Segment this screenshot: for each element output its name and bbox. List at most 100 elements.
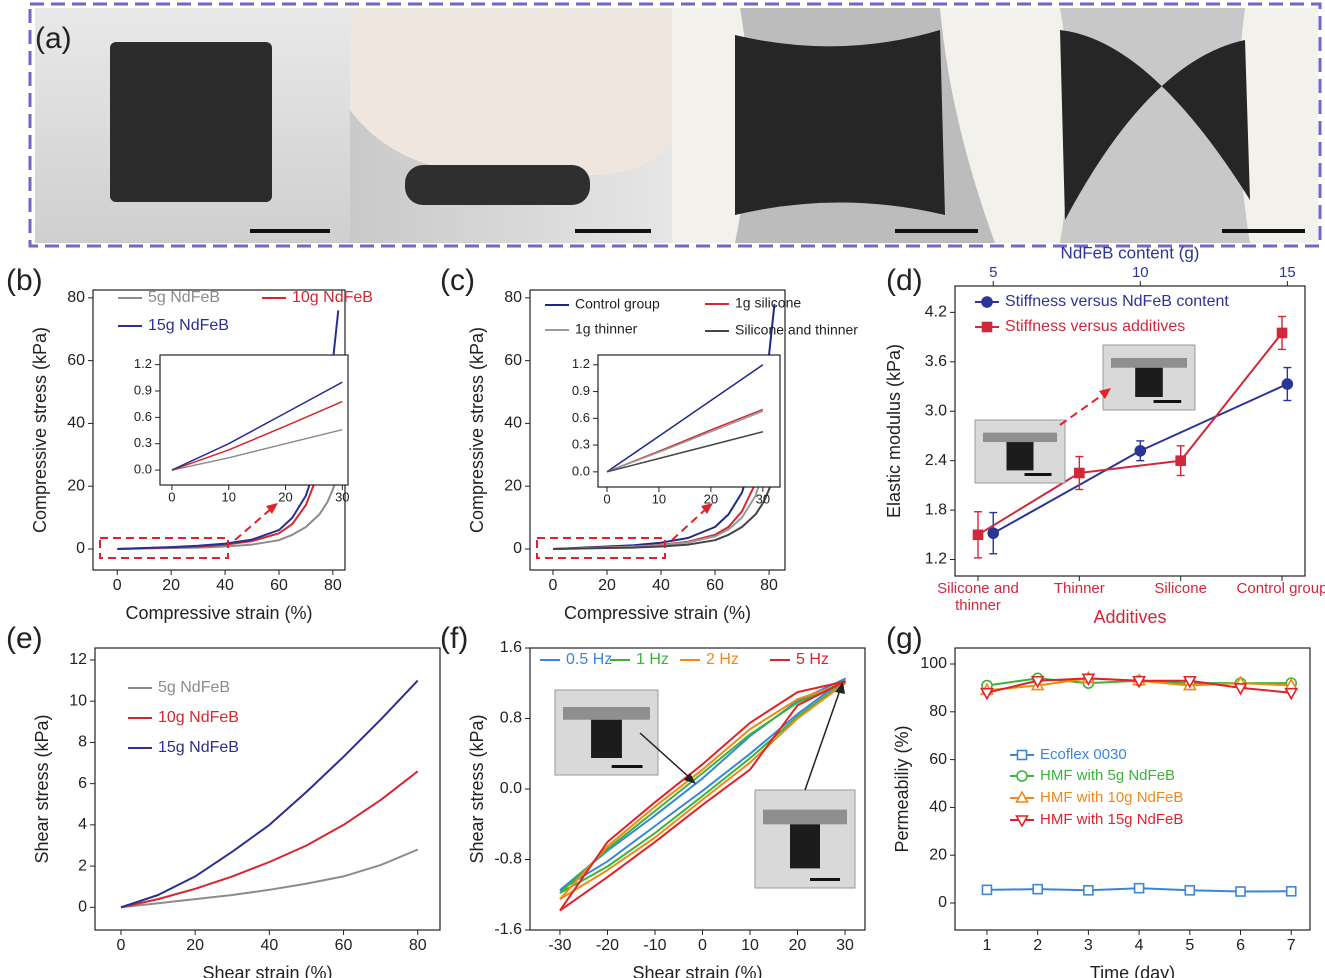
x2-tick-label: 5 bbox=[989, 264, 997, 281]
x-tick-label: 3 bbox=[1084, 937, 1093, 954]
legend-label: 10g NdFeB bbox=[292, 289, 373, 306]
x-tick-label: 0 bbox=[117, 937, 126, 954]
x-tick-label: 1 bbox=[982, 937, 991, 954]
x-tick-label: 20 bbox=[186, 937, 204, 954]
photo-inset-scale bbox=[810, 878, 840, 881]
x-tick-label: 60 bbox=[335, 937, 353, 954]
panel-label: (b) bbox=[6, 264, 43, 297]
legend-label: 1 Hz bbox=[636, 651, 669, 668]
category-label: Control group bbox=[1227, 580, 1325, 597]
zoom-arrow bbox=[672, 508, 707, 540]
glove bbox=[1239, 8, 1318, 243]
panel-label: (d) bbox=[886, 264, 923, 297]
legend-label: 1g silicone bbox=[735, 295, 801, 311]
y-tick-label: 3.6 bbox=[925, 353, 947, 370]
x-axis-title: Time (day) bbox=[1090, 963, 1175, 978]
legend-label: 1g thinner bbox=[575, 321, 638, 337]
y-tick-label: 0 bbox=[78, 899, 87, 916]
y-tick-label: 0 bbox=[76, 540, 85, 557]
x-tick-label: 30 bbox=[335, 489, 349, 504]
plot-frame bbox=[95, 648, 440, 930]
y-tick-label: 3.0 bbox=[925, 402, 947, 419]
legend-label: 10g NdFeB bbox=[158, 709, 239, 726]
y-tick-label: -1.6 bbox=[494, 921, 522, 938]
y-tick-label: 60 bbox=[67, 352, 85, 369]
legend-label: 5 Hz bbox=[796, 651, 829, 668]
x-axis-title: Additives bbox=[1093, 607, 1166, 627]
marker bbox=[1278, 328, 1287, 337]
x-tick-label: 6 bbox=[1236, 937, 1245, 954]
x-tick-label: -30 bbox=[548, 937, 571, 954]
legend-label: 15g NdFeB bbox=[158, 739, 239, 756]
plot-frame bbox=[160, 355, 348, 485]
marker bbox=[1135, 446, 1145, 456]
marker bbox=[1033, 885, 1042, 894]
panel-label: (a) bbox=[35, 22, 72, 55]
marker bbox=[1282, 379, 1292, 389]
photo-inset-sample bbox=[591, 720, 622, 758]
marker bbox=[1135, 884, 1144, 893]
marker bbox=[1287, 887, 1296, 896]
y-tick-label: 2 bbox=[78, 857, 87, 874]
y-axis-title: Permeabiliy (%) bbox=[892, 725, 912, 852]
x-axis-title: Shear strain (%) bbox=[632, 963, 762, 978]
legend-label: HMF with 5g NdFeB bbox=[1040, 767, 1175, 784]
y-tick-label: 60 bbox=[929, 751, 947, 768]
x-tick-label: 80 bbox=[324, 577, 342, 594]
figure: (a)(b)020406080020406080Compressive stra… bbox=[0, 0, 1325, 978]
y-tick-label: 40 bbox=[929, 799, 947, 816]
marker bbox=[974, 530, 983, 539]
x-tick-label: 20 bbox=[789, 937, 807, 954]
y-tick-label: 20 bbox=[929, 846, 947, 863]
photo-inset-scale bbox=[1154, 400, 1182, 403]
marker bbox=[982, 885, 991, 894]
x-tick-label: 7 bbox=[1287, 937, 1296, 954]
marker bbox=[982, 297, 992, 307]
photo-inset-sample bbox=[1007, 442, 1034, 470]
y-tick-label: 4.2 bbox=[925, 304, 947, 321]
photo-inset-scale bbox=[1025, 473, 1052, 476]
x-tick-label: 40 bbox=[216, 577, 234, 594]
y-axis-title: Compressive stress (kPa) bbox=[30, 327, 50, 533]
x2-tick-label: 15 bbox=[1279, 264, 1296, 281]
photo-panel bbox=[30, 4, 1320, 246]
scale-bar bbox=[250, 229, 330, 233]
glove bbox=[995, 8, 1070, 243]
marker bbox=[1084, 886, 1093, 895]
photo-inset-clamp bbox=[763, 810, 847, 825]
y-tick-label: 0.0 bbox=[572, 463, 590, 478]
y-tick-label: 10 bbox=[69, 692, 87, 709]
foam-stretched bbox=[735, 30, 945, 215]
x-tick-label: 60 bbox=[270, 577, 288, 594]
x-tick-label: -10 bbox=[643, 937, 666, 954]
photo-inset-scale bbox=[612, 765, 643, 768]
y-tick-label: 12 bbox=[69, 651, 87, 668]
foam-compressed bbox=[405, 165, 590, 205]
y-tick-label: 40 bbox=[504, 415, 522, 432]
x-tick-label: 10 bbox=[741, 937, 759, 954]
legend-label: 5g NdFeB bbox=[148, 289, 220, 306]
y-tick-label: 1.8 bbox=[925, 501, 947, 518]
panel-label: (c) bbox=[440, 264, 475, 297]
x-tick-label: 0 bbox=[549, 577, 558, 594]
legend-label: 15g NdFeB bbox=[148, 317, 229, 334]
y-tick-label: 80 bbox=[67, 289, 85, 306]
x-axis-title: Compressive strain (%) bbox=[564, 603, 751, 623]
y-tick-label: 1.6 bbox=[500, 639, 522, 656]
legend-label: Ecoflex 0030 bbox=[1040, 746, 1127, 763]
x2-axis-title: NdFeB content (g) bbox=[1061, 243, 1200, 262]
x-tick-label: 60 bbox=[706, 577, 724, 594]
x-tick-label: 40 bbox=[652, 577, 670, 594]
y-tick-label: 1.2 bbox=[925, 551, 947, 568]
x-tick-label: 5 bbox=[1185, 937, 1194, 954]
legend-label: Silicone and thinner bbox=[735, 322, 858, 338]
marker bbox=[1018, 751, 1027, 760]
y-tick-label: 0.3 bbox=[572, 437, 590, 452]
y-tick-label: 0.0 bbox=[134, 462, 152, 477]
marker bbox=[1185, 886, 1194, 895]
x-tick-label: 20 bbox=[162, 577, 180, 594]
marker bbox=[1236, 887, 1245, 896]
x-tick-label: 10 bbox=[221, 489, 235, 504]
y-tick-label: 0.3 bbox=[134, 435, 152, 450]
y-tick-label: 1.2 bbox=[572, 356, 590, 371]
